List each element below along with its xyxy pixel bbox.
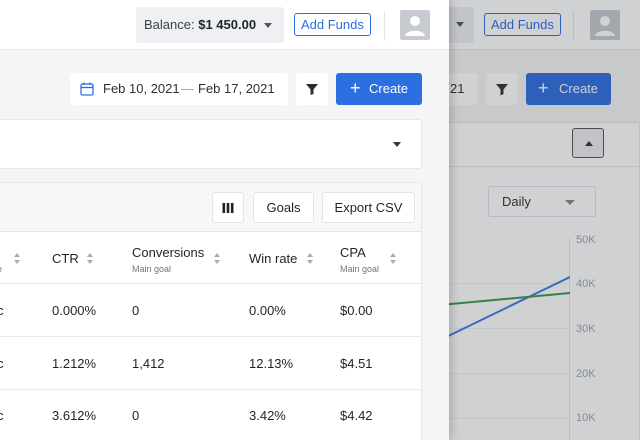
bg-series-line xyxy=(439,292,570,306)
bg-gridline xyxy=(420,283,569,284)
drawer-panel: Balance: $1 450.00 Add Funds Feb 10, 202… xyxy=(0,0,449,440)
sort-icon[interactable] xyxy=(14,253,22,265)
stats-table-card: Goals Export CSV e CTR Conversions Main … xyxy=(0,182,422,440)
column-title: Win rate xyxy=(249,251,298,266)
table-row[interactable]: c 3.612% 0 3.42% $4.42 xyxy=(0,390,421,440)
column-header-win-rate[interactable]: Win rate xyxy=(249,232,324,284)
column-header-partial[interactable]: e xyxy=(0,232,27,284)
add-funds-button[interactable]: Add Funds xyxy=(294,13,371,36)
filter-button[interactable] xyxy=(296,73,328,105)
cell-conversions: 0 xyxy=(132,408,140,423)
bg-axis-tick: 10K xyxy=(576,412,596,424)
cell-ctr: 1.212% xyxy=(52,356,97,371)
date-start: Feb 10, 2021 xyxy=(103,81,180,96)
bg-filter-icon xyxy=(486,73,518,105)
sort-icon[interactable] xyxy=(390,253,398,265)
column-subtitle: e xyxy=(0,264,2,274)
cell-partial: c xyxy=(0,338,4,390)
column-header-ctr[interactable]: CTR xyxy=(52,232,122,284)
bg-gridline xyxy=(420,418,569,419)
bg-collapse-chevron-up-icon xyxy=(572,128,604,158)
bg-axis-tick: 40K xyxy=(576,278,596,290)
bg-axis-line xyxy=(569,238,570,440)
bg-gridline xyxy=(420,373,569,374)
export-csv-button[interactable]: Export CSV xyxy=(322,192,415,223)
column-subtitle: Main goal xyxy=(340,264,380,274)
bg-axis-tick: 50K xyxy=(576,234,596,246)
column-title: CTR xyxy=(52,251,79,266)
columns-button[interactable] xyxy=(212,192,244,223)
bg-axis-tick: 30K xyxy=(576,323,596,335)
balance-label: Balance: xyxy=(144,17,195,32)
column-title: Conversions xyxy=(132,245,205,260)
cell-partial: c xyxy=(0,390,4,440)
bg-series-line xyxy=(439,276,570,341)
bg-avatar-icon xyxy=(590,10,620,40)
balance-dropdown[interactable]: Balance: $1 450.00 xyxy=(136,7,284,43)
cell-win-rate: 3.42% xyxy=(249,408,286,423)
table-row[interactable]: c 1.212% 1,412 12.13% $4.51 xyxy=(0,338,421,390)
sort-icon[interactable] xyxy=(87,253,95,265)
drawer-topbar: Balance: $1 450.00 Add Funds xyxy=(0,0,449,50)
table-row[interactable]: c 0.000% 0 0.00% $0.00 xyxy=(0,285,421,337)
bg-panel-divider xyxy=(400,166,640,167)
bg-divider xyxy=(573,11,574,41)
column-subtitle: Main goal xyxy=(132,264,172,274)
goals-button[interactable]: Goals xyxy=(253,192,314,223)
columns-icon xyxy=(222,203,234,213)
date-range-picker[interactable]: Feb 10, 2021 — Feb 17, 2021 xyxy=(70,73,288,105)
cell-win-rate: 0.00% xyxy=(249,303,286,318)
topbar-divider xyxy=(384,11,385,41)
bg-add-funds-button: Add Funds xyxy=(484,13,561,36)
cell-conversions: 0 xyxy=(132,303,140,318)
filter-icon xyxy=(306,84,318,95)
bg-create-button: + Create xyxy=(526,73,611,105)
cell-ctr: 3.612% xyxy=(52,408,97,423)
date-separator: — xyxy=(181,81,194,96)
user-avatar-icon[interactable] xyxy=(400,10,430,40)
sort-icon[interactable] xyxy=(307,253,315,265)
column-header-cpa[interactable]: CPA Main goal xyxy=(340,232,410,284)
column-header-conversions[interactable]: Conversions Main goal xyxy=(132,232,232,284)
cell-cpa: $4.51 xyxy=(340,356,373,371)
cell-partial: c xyxy=(0,285,4,337)
cell-ctr: 0.000% xyxy=(52,303,97,318)
bg-axis-tick: 20K xyxy=(576,368,596,380)
column-title: CPA xyxy=(340,245,366,260)
collapsed-select[interactable] xyxy=(0,119,422,169)
cell-cpa: $4.42 xyxy=(340,408,373,423)
create-button[interactable]: + Create xyxy=(336,73,422,105)
cell-conversions: 1,412 xyxy=(132,356,165,371)
create-label: Create xyxy=(369,81,409,96)
bg-gridline xyxy=(420,328,569,329)
sort-icon[interactable] xyxy=(214,253,222,265)
bg-period-select: Daily xyxy=(488,186,596,217)
date-end: Feb 17, 2021 xyxy=(198,81,275,96)
cell-cpa: $0.00 xyxy=(340,303,373,318)
table-header: e CTR Conversions Main goal Win rate CPA… xyxy=(0,232,421,284)
bg-trend-lines xyxy=(439,276,570,341)
balance-value: $1 450.00 xyxy=(198,17,257,32)
table-toolbar: Goals Export CSV xyxy=(0,183,421,232)
cell-win-rate: 12.13% xyxy=(249,356,294,371)
bg-chevron-down-icon xyxy=(456,22,464,27)
calendar-icon xyxy=(80,82,94,96)
plus-icon: + xyxy=(350,78,361,98)
chevron-down-icon xyxy=(264,23,272,28)
chevron-down-icon xyxy=(393,142,401,147)
